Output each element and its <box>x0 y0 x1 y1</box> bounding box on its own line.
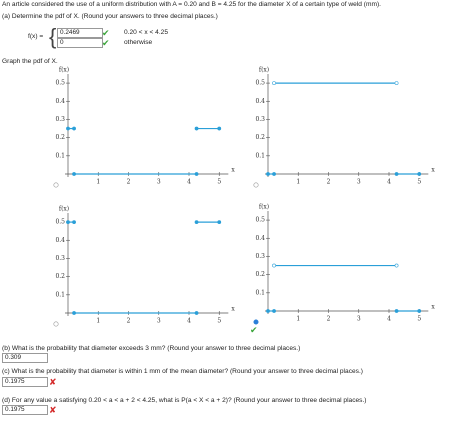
x-tick-label: 1 <box>96 318 100 325</box>
endpoint <box>394 263 399 268</box>
part-b-prompt: (b) What is the probability that diamete… <box>2 345 301 352</box>
radio[interactable] <box>253 319 259 325</box>
x-axis-label: x <box>431 304 435 311</box>
y-tick-label: 0.5 <box>55 80 65 87</box>
x-tick-label: 5 <box>217 318 221 325</box>
y-axis-label: f(x) <box>259 204 269 211</box>
x-axis-label: x <box>231 306 235 313</box>
y-axis-label: f(x) <box>59 67 69 74</box>
endpoint <box>194 311 199 315</box>
answer-input[interactable]: 0.2469 <box>57 28 103 38</box>
x-tick-label: 3 <box>157 179 161 186</box>
answer-input[interactable]: 0.1975 <box>2 377 48 387</box>
x-tick-label: 3 <box>357 179 361 186</box>
cross: ✘ <box>49 377 57 387</box>
intro: An article considered the use of a unifo… <box>2 1 381 8</box>
endpoint <box>417 172 422 176</box>
y-tick-label: 0.4 <box>55 98 65 105</box>
y-tick-label: 0.5 <box>55 219 65 226</box>
x-tick-label: 2 <box>327 316 331 323</box>
endpoint <box>394 81 399 85</box>
x-tick-label: 4 <box>387 179 391 186</box>
x-tick-label: 5 <box>417 316 421 323</box>
y-tick-label: 0.4 <box>255 98 265 105</box>
y-tick-label: 0.2 <box>255 134 265 141</box>
y-tick-label: 0.3 <box>55 255 65 262</box>
endpoint <box>272 309 276 313</box>
x-tick-label: 2 <box>327 179 331 186</box>
endpoint <box>194 172 199 176</box>
endpoint <box>66 220 70 224</box>
endpoint <box>66 126 70 131</box>
y-tick-label: 0.1 <box>55 152 65 159</box>
check: ✔ <box>250 325 258 335</box>
endpoint <box>72 126 76 131</box>
y-tick-label: 0.3 <box>55 116 65 123</box>
endpoint <box>417 309 422 313</box>
x-tick-label: 5 <box>217 179 221 186</box>
endpoint <box>217 126 222 131</box>
y-tick-label: 0.1 <box>255 152 265 159</box>
x-tick-label: 1 <box>96 179 100 186</box>
x-tick-label: 4 <box>187 318 191 325</box>
y-axis-label: f(x) <box>59 206 69 213</box>
fx-label: f(x) = <box>28 33 44 40</box>
part-d-prompt: (d) For any value a satisfying 0.20 < a … <box>2 397 367 404</box>
y-tick-label: 0.2 <box>255 271 265 278</box>
endpoint <box>394 172 399 176</box>
endpoint <box>394 309 399 313</box>
y-tick-label: 0.2 <box>55 273 65 280</box>
endpoint <box>266 309 270 313</box>
endpoint <box>272 81 276 85</box>
condition: otherwise <box>124 39 153 46</box>
answer-input[interactable]: 0.1975 <box>2 405 48 415</box>
x-tick-label: 2 <box>127 179 131 186</box>
radio[interactable] <box>53 182 59 188</box>
endpoint <box>72 311 76 315</box>
y-tick-label: 0.4 <box>55 237 65 244</box>
endpoint <box>194 126 199 131</box>
y-tick-label: 0.1 <box>55 291 65 298</box>
x-tick-label: 4 <box>187 179 191 186</box>
x-tick-label: 2 <box>127 318 131 325</box>
radio[interactable] <box>253 182 259 188</box>
brace: { <box>49 24 57 49</box>
y-tick-label: 0.5 <box>255 80 265 87</box>
condition: 0.20 < x < 4.25 <box>124 29 168 36</box>
graph-prompt: Graph the pdf of X. <box>2 58 58 65</box>
check: ✔ <box>102 28 110 38</box>
x-tick-label: 1 <box>296 179 300 186</box>
y-tick-label: 0.1 <box>255 289 265 296</box>
x-tick-label: 4 <box>387 316 391 323</box>
y-axis-label: f(x) <box>259 67 269 74</box>
endpoint <box>272 263 276 268</box>
x-tick-label: 5 <box>417 179 421 186</box>
endpoint <box>272 172 276 176</box>
x-tick-label: 3 <box>357 316 361 323</box>
answer-input[interactable]: 0 <box>57 38 103 48</box>
x-axis-label: x <box>231 167 235 174</box>
check: ✔ <box>102 38 110 48</box>
part-a-prompt: (a) Determine the pdf of X. (Round your … <box>2 13 218 20</box>
y-tick-label: 0.4 <box>255 235 265 242</box>
y-tick-label: 0.3 <box>255 116 265 123</box>
radio[interactable] <box>53 321 59 327</box>
x-axis-label: x <box>431 167 435 174</box>
x-tick-label: 3 <box>157 318 161 325</box>
x-tick-label: 1 <box>296 316 300 323</box>
endpoint <box>194 220 199 224</box>
endpoint <box>72 220 76 224</box>
endpoint <box>72 172 76 176</box>
cross: ✘ <box>49 405 57 415</box>
endpoint <box>217 220 222 224</box>
answer-input[interactable]: 0.309 <box>2 353 48 363</box>
y-tick-label: 0.3 <box>255 253 265 260</box>
part-c-prompt: (c) What is the probability that diamete… <box>2 368 363 375</box>
y-tick-label: 0.2 <box>55 134 65 141</box>
y-tick-label: 0.5 <box>255 217 265 224</box>
endpoint <box>266 172 270 176</box>
